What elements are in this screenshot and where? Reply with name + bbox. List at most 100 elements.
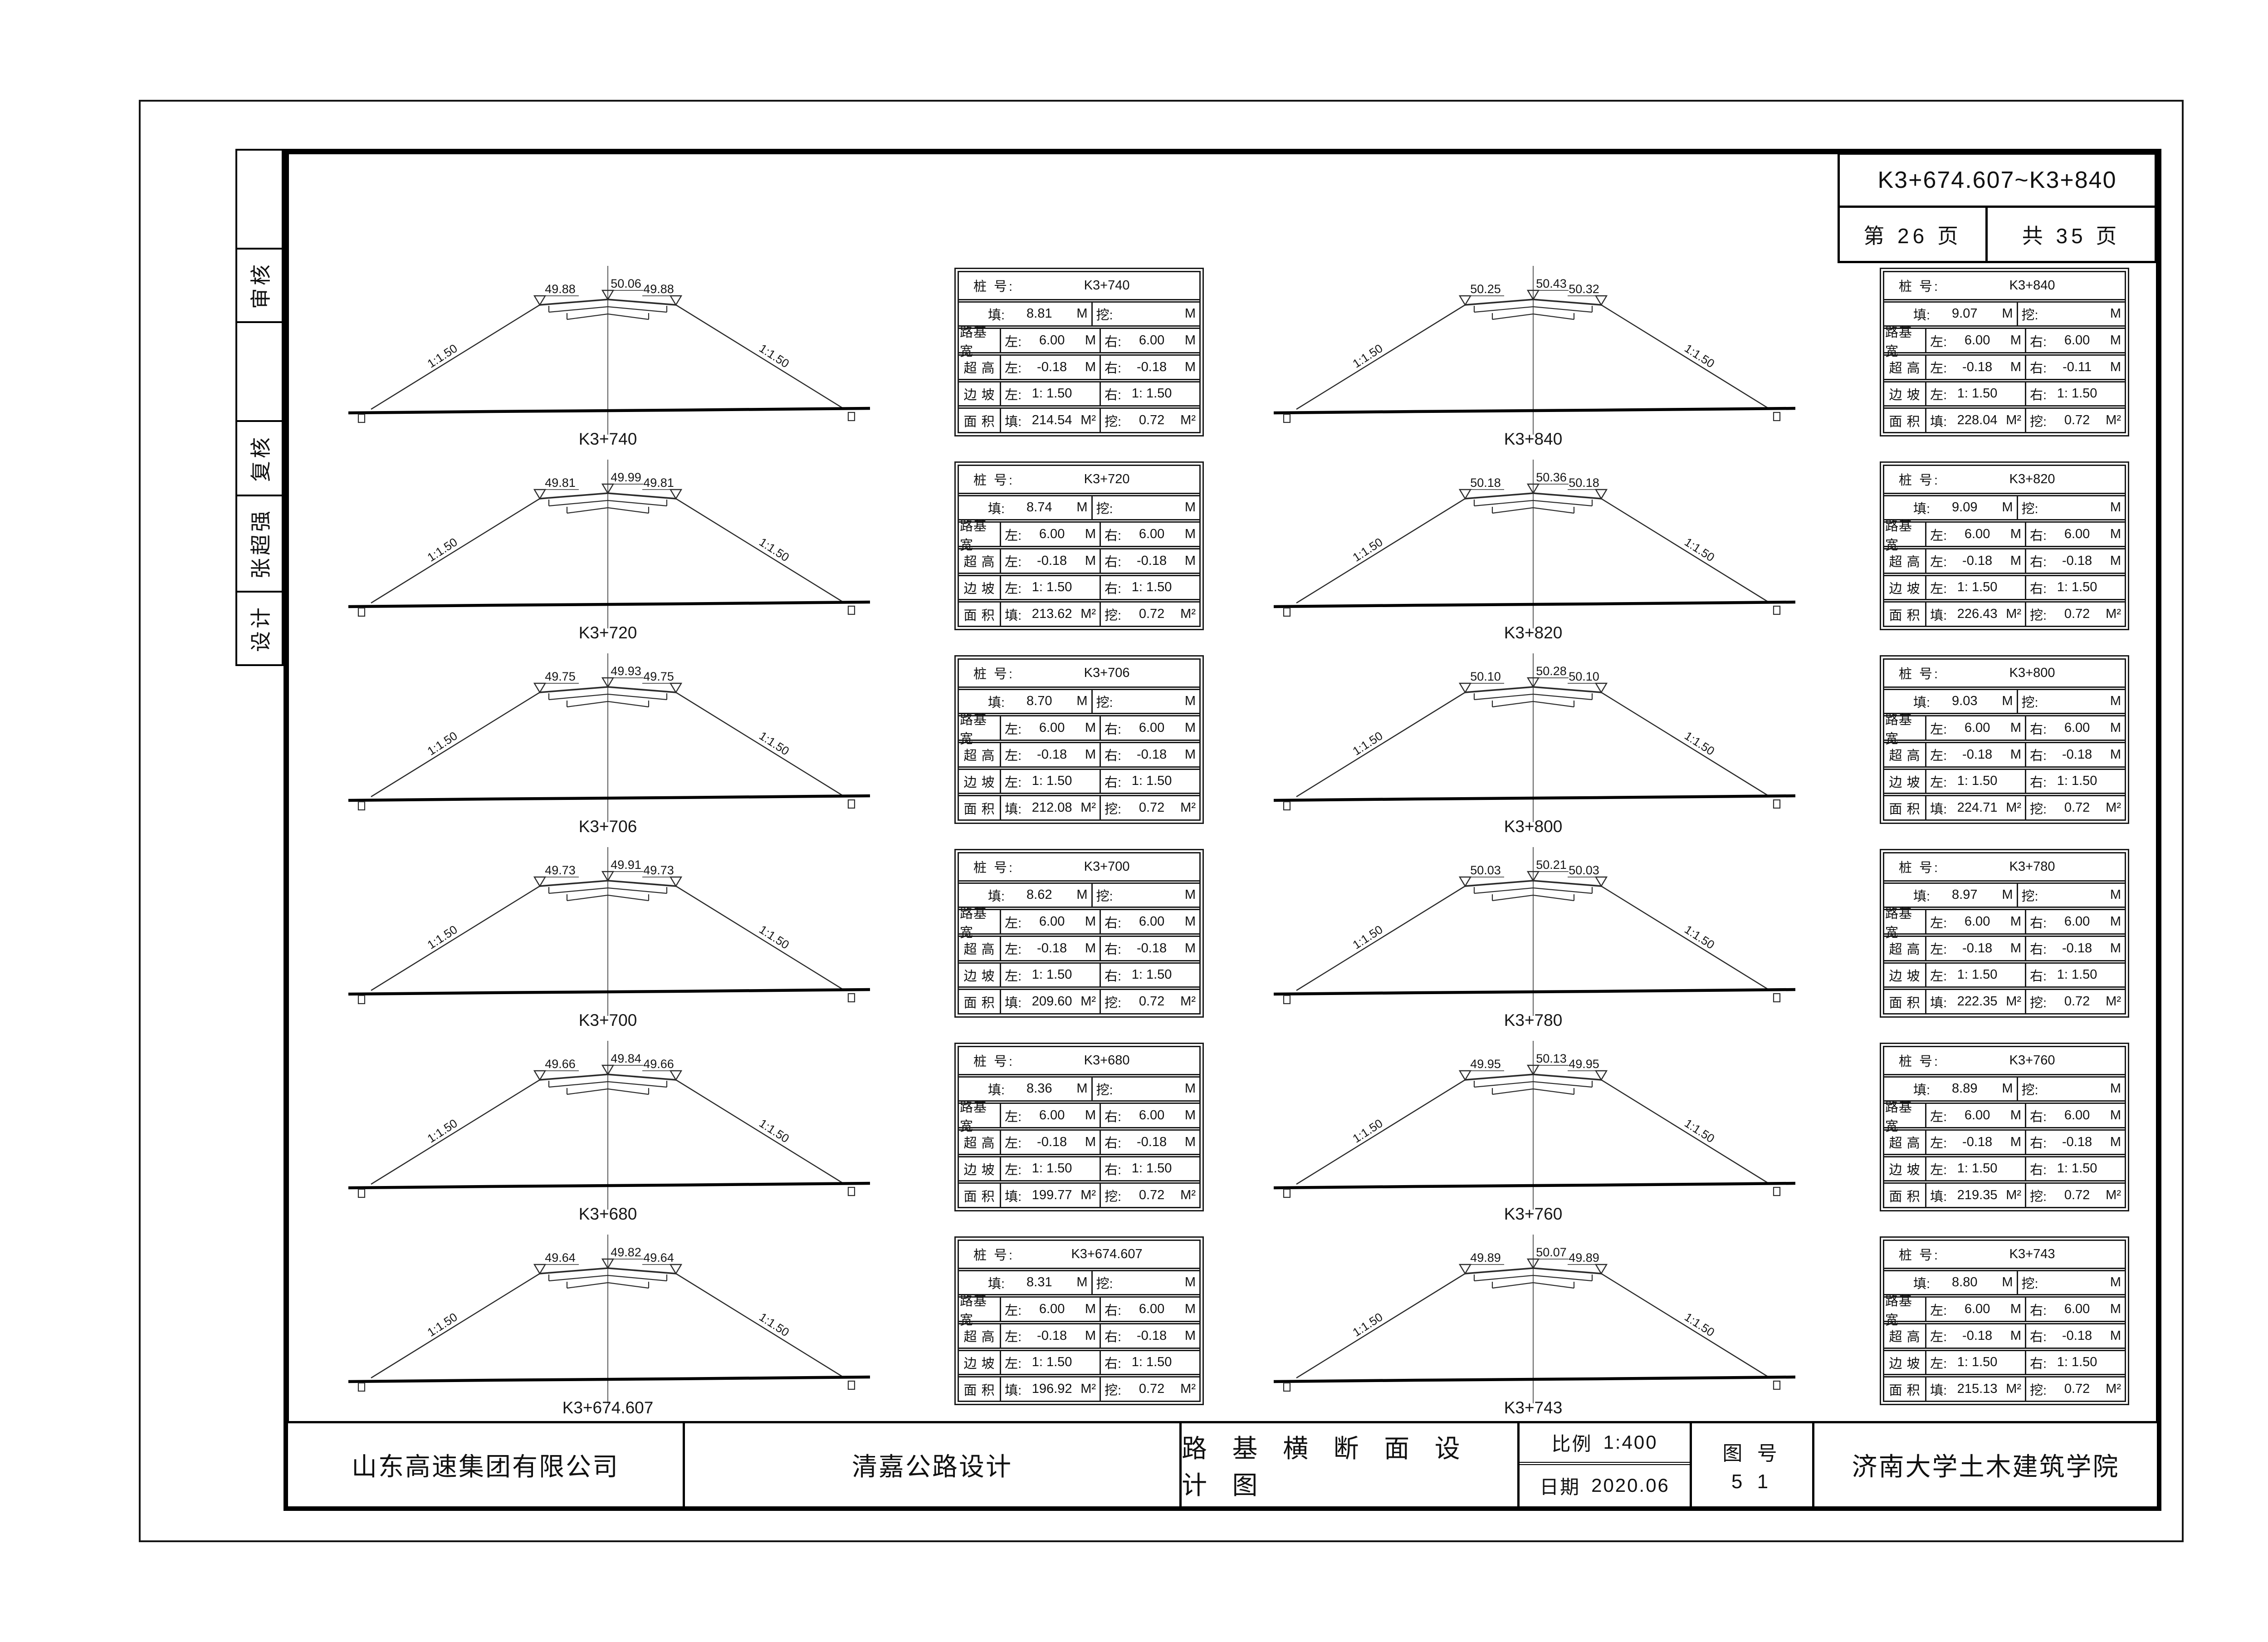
area-unit: M²	[1080, 800, 1096, 815]
area-value: 214.54	[1031, 413, 1072, 428]
side-slope-value: 1: 1.50	[2057, 774, 2097, 789]
elevation-label-right: 50.03	[1569, 863, 1599, 877]
side-slope-prefix: 左:	[1930, 387, 1947, 402]
cut-height-unit: M	[1184, 1081, 1196, 1096]
superelevation-value: -0.18	[1962, 1328, 1993, 1343]
station-row-label: 桩 号:	[973, 279, 1015, 294]
fill-height-unit: M	[2002, 694, 2013, 709]
area-left-cell: 填: 215.13 M²	[1925, 1377, 2025, 1401]
roadbed-width-left-cell: 左: 6.00 M	[1000, 1104, 1100, 1127]
superelevation-prefix: 左:	[1930, 555, 1947, 570]
area-prefix: 填:	[1005, 1383, 1022, 1398]
figure-number-cell: 图 号 5 1	[1690, 1423, 1812, 1506]
diagram-line	[371, 498, 540, 604]
area-unit: M²	[1180, 1188, 1196, 1203]
roadbed-width-prefix: 右:	[2030, 722, 2047, 737]
fill-height-value: 8.81	[1026, 306, 1052, 321]
cut-height-unit: M	[2110, 306, 2121, 321]
roadbed-width-label: 路基宽	[1885, 519, 1913, 553]
cut-height-cell: 挖: M	[2016, 302, 2125, 326]
fill-label: 填:	[1913, 308, 1931, 323]
side-slope-value: 1: 1.50	[1131, 1355, 1172, 1370]
station-value: K3+706	[1084, 665, 1130, 680]
roadbed-width-prefix: 右:	[2030, 916, 2047, 931]
roadbed-width-prefix: 左:	[1930, 1303, 1947, 1318]
roadbed-width-prefix: 右:	[1105, 722, 1122, 737]
survey-marker-icon	[1458, 682, 1472, 694]
section-data-table: 桩 号: K3+820 填: 9.09 M 挖: M 路基宽 左: 6.00 M 右: 6.00 M 超 高…	[1880, 461, 2129, 630]
superelevation-value: -0.18	[1962, 359, 1993, 374]
roadbed-width-label: 路基宽	[1885, 325, 1913, 359]
slope-toe-marker-icon	[1283, 1382, 1291, 1392]
date-row: 日期 2020.06	[1520, 1465, 1690, 1507]
superelevation-right-cell: 右: -0.18 M	[2025, 1131, 2125, 1154]
roadbed-width-label: 路基宽	[1885, 906, 1913, 940]
station-label: K3+760	[1504, 1205, 1563, 1223]
roadbed-width-row: 路基宽 左: 6.00 M 右: 6.00 M	[1884, 1100, 2125, 1134]
roadbed-width-label: 路基宽	[960, 325, 987, 359]
diagram-line	[1296, 691, 1466, 798]
fill-height-unit: M	[1076, 1275, 1088, 1290]
superelevation-value: -0.18	[1137, 747, 1167, 762]
area-row: 面 积填: 226.43 M² 挖: 0.72 M²	[1884, 599, 2125, 626]
survey-marker-icon	[1594, 295, 1608, 306]
slope-toe-marker-icon	[1773, 605, 1781, 615]
section-block-K3+740: 49.88 50.06 49.88 1:1.50 1:1.50 K3+740 桩 号: K3+…	[290, 254, 1225, 448]
side-slope-prefix: 右:	[2030, 775, 2047, 790]
section-data-table: 桩 号: K3+674.607 填: 8.31 M 挖: M 路基宽 左: 6.00 M 右: 6.00…	[954, 1236, 1204, 1405]
roadbed-width-unit: M	[1184, 914, 1196, 929]
cut-height-unit: M	[1184, 306, 1196, 321]
side-slope-left-cell: 左: 1: 1.50	[1925, 1351, 2025, 1374]
fill-cut-row: 填: 8.62 M 挖: M	[959, 880, 1199, 907]
fill-height-unit: M	[2002, 1275, 2013, 1290]
station-label: K3+840	[1504, 430, 1563, 448]
roadbed-width-unit: M	[2010, 527, 2022, 542]
roadbed-width-unit: M	[1085, 1108, 1096, 1123]
cut-label: 挖:	[2021, 695, 2038, 710]
cut-label: 挖:	[1096, 1083, 1113, 1098]
superelevation-right-cell: 右: -0.11 M	[2025, 356, 2125, 379]
diagram-polyline	[548, 1274, 667, 1282]
area-left-cell: 填: 222.35 M²	[1925, 990, 2025, 1013]
survey-marker-icon	[533, 1070, 547, 1081]
diagram-polyline	[1273, 794, 1796, 802]
area-value: 0.72	[2064, 607, 2090, 622]
fill-height-cell: 填: 8.31 M	[959, 1271, 1091, 1294]
area-unit: M²	[2106, 994, 2121, 1009]
section-block-K3+680: 49.66 49.84 49.66 1:1.50 1:1.50 K3+680 桩 号: K3+…	[290, 1029, 1225, 1223]
superelevation-value: -0.18	[2062, 747, 2092, 762]
side-slope-left-cell: 左: 1: 1.50	[1000, 770, 1100, 793]
slope-toe-marker-icon	[1283, 1188, 1291, 1198]
side-slope-prefix: 左:	[1930, 1162, 1947, 1177]
section-block-K3+760: 49.95 50.13 49.95 1:1.50 1:1.50 K3+760 桩 号: K3+…	[1216, 1029, 2150, 1223]
roadbed-width-unit: M	[1184, 1108, 1196, 1123]
area-value: 226.43	[1957, 607, 1998, 622]
fill-label: 填:	[1913, 1083, 1931, 1098]
station-row: 桩 号: K3+840	[1884, 272, 2125, 299]
superelevation-unit: M	[1085, 747, 1096, 762]
area-value: 0.72	[2064, 413, 2090, 428]
area-row: 面 积填: 222.35 M² 挖: 0.72 M²	[1884, 986, 2125, 1013]
side-slope-left-cell: 左: 1: 1.50	[1925, 576, 2025, 599]
area-value: 215.13	[1957, 1382, 1998, 1397]
area-prefix: 填:	[1930, 608, 1947, 623]
slope-toe-marker-icon	[1773, 412, 1781, 422]
side-slope-prefix: 右:	[1105, 775, 1122, 790]
side-slope-label: 边 坡	[1889, 775, 1921, 790]
roadbed-width-left-cell: 左: 6.00 M	[1925, 1298, 2025, 1321]
side-slope-label: 边 坡	[963, 387, 995, 402]
side-slope-left-cell: 左: 1: 1.50	[1925, 1157, 2025, 1181]
superelevation-value: -0.18	[1037, 941, 1067, 956]
fill-height-value: 8.31	[1026, 1275, 1052, 1290]
station-label: K3+743	[1504, 1398, 1563, 1417]
superelevation-left-cell: 左: -0.18 M	[1925, 1324, 2025, 1348]
elevation-label-left: 49.64	[545, 1251, 576, 1265]
elevation-label-center: 49.93	[611, 664, 641, 678]
drawing-title-text: 路 基 横 断 面 设 计 图	[1182, 1434, 1469, 1500]
diagram-line	[371, 885, 540, 991]
survey-marker-icon	[601, 483, 615, 495]
station-row-label: 桩 号:	[973, 861, 1015, 876]
fill-label: 填:	[988, 501, 1005, 516]
